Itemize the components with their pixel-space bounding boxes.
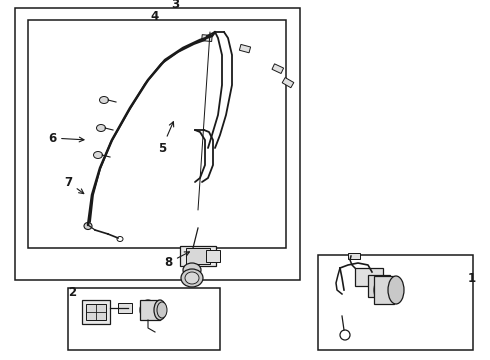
FancyBboxPatch shape	[282, 77, 294, 88]
FancyBboxPatch shape	[202, 35, 212, 41]
Text: 2: 2	[68, 285, 76, 298]
Text: 6: 6	[48, 131, 84, 144]
Bar	[368, 275, 390, 297]
Text: 1: 1	[468, 271, 476, 284]
Bar	[180, 246, 216, 266]
Ellipse shape	[94, 152, 102, 158]
Bar	[348, 253, 360, 259]
Ellipse shape	[157, 302, 167, 318]
Ellipse shape	[374, 276, 396, 304]
Bar	[140, 300, 160, 320]
Text: 7: 7	[64, 175, 84, 194]
Ellipse shape	[99, 96, 108, 104]
Ellipse shape	[140, 300, 156, 320]
Text: 4: 4	[151, 9, 159, 22]
Bar	[15, 8, 300, 280]
Bar	[186, 248, 210, 264]
FancyBboxPatch shape	[240, 44, 250, 53]
Text: 3: 3	[171, 0, 179, 12]
FancyBboxPatch shape	[272, 64, 284, 73]
Bar	[82, 300, 110, 324]
Ellipse shape	[183, 263, 201, 277]
Bar	[118, 303, 132, 313]
Text: 5: 5	[158, 122, 173, 154]
Bar	[28, 20, 286, 248]
Bar	[206, 250, 220, 262]
Ellipse shape	[154, 300, 166, 320]
Ellipse shape	[84, 222, 92, 230]
Ellipse shape	[97, 125, 105, 131]
Bar	[318, 255, 473, 350]
Text: 8: 8	[164, 252, 190, 270]
Bar	[355, 268, 383, 286]
Ellipse shape	[388, 276, 404, 304]
Bar	[86, 304, 106, 320]
Bar	[68, 288, 220, 350]
Ellipse shape	[181, 269, 203, 287]
Bar	[374, 276, 394, 304]
Ellipse shape	[185, 272, 199, 284]
